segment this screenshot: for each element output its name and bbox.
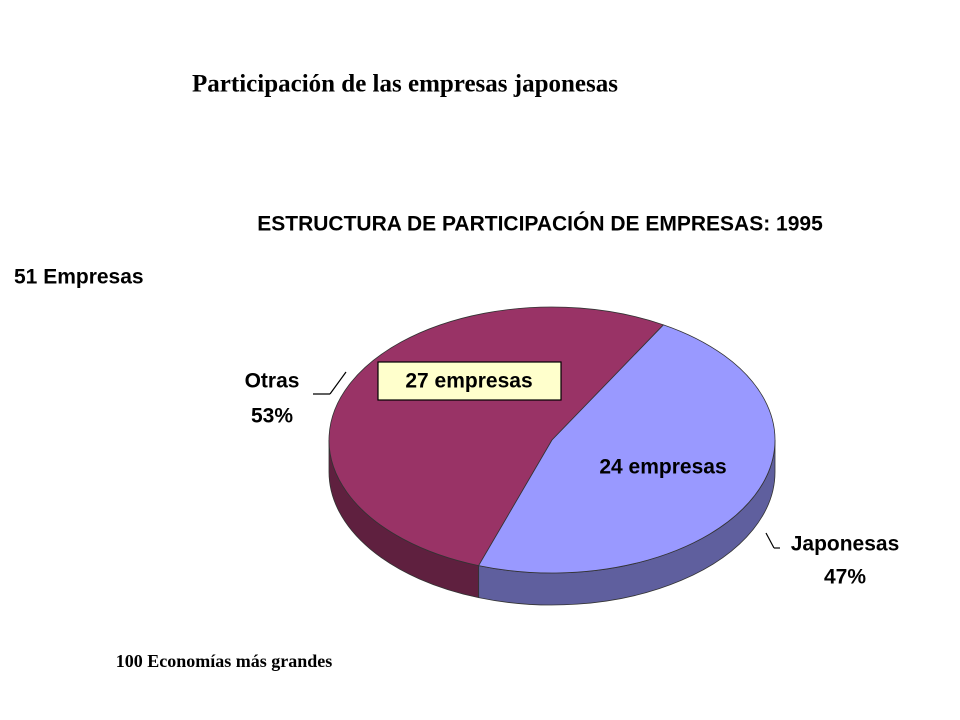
segment-label: 27 empresas bbox=[405, 370, 532, 393]
total-label: 51 Empresas bbox=[14, 266, 144, 289]
leader-line bbox=[765, 532, 775, 549]
slice bbox=[478, 324, 776, 574]
category-label: Japonesas bbox=[791, 533, 900, 556]
segment-label-box bbox=[377, 361, 562, 401]
slide-title: Participación de las empresas japonesas bbox=[192, 71, 618, 98]
percent-label: 47% bbox=[824, 566, 866, 589]
chart-title: ESTRUCTURA DE PARTICIPACIÓN DE EMPRESAS:… bbox=[257, 212, 823, 236]
footnote: 100 Economías más grandes bbox=[116, 651, 333, 671]
category-label: Otras bbox=[245, 370, 300, 393]
percent-label: 53% bbox=[251, 405, 293, 428]
segment-label: 24 empresas bbox=[599, 456, 726, 479]
leader-line bbox=[329, 371, 347, 395]
